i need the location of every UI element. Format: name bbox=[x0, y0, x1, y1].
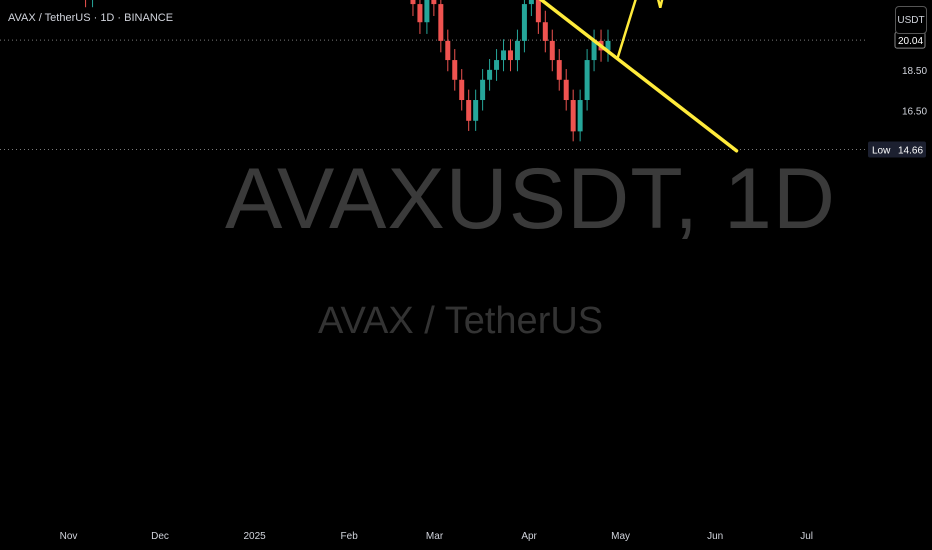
time-tick-label: Dec bbox=[151, 531, 169, 542]
candle-body bbox=[487, 69, 493, 80]
candle-body bbox=[542, 22, 548, 41]
time-tick-label: Nov bbox=[60, 531, 78, 542]
candle-body bbox=[605, 40, 611, 51]
price-tick-label: 18.50 bbox=[902, 66, 927, 77]
candle-body bbox=[410, 0, 416, 5]
low-label: Low bbox=[872, 145, 891, 156]
candle-body bbox=[528, 0, 534, 5]
candle-body bbox=[473, 100, 479, 121]
candle-body bbox=[521, 4, 527, 41]
chart-symbol-title[interactable]: AVAX / TetherUS · 1D · BINANCE bbox=[8, 12, 174, 24]
candle-body bbox=[584, 60, 590, 101]
candle-body bbox=[459, 79, 465, 101]
projection-arrow bbox=[616, 0, 664, 59]
candle-body bbox=[480, 79, 486, 101]
time-tick-label: Mar bbox=[426, 531, 444, 542]
candle-body bbox=[535, 0, 541, 23]
time-tick-label: Feb bbox=[341, 531, 359, 542]
pair-watermark: AVAX / TetherUS bbox=[318, 300, 604, 342]
candle-body bbox=[494, 60, 500, 70]
current-price-badge-bg bbox=[895, 32, 925, 49]
price-tick-label: 16.50 bbox=[902, 106, 927, 117]
time-tick-label: Apr bbox=[521, 531, 537, 542]
candle-body bbox=[445, 40, 451, 61]
candle-body bbox=[577, 100, 583, 132]
time-tick-label: May bbox=[611, 531, 630, 542]
candle-body bbox=[417, 4, 423, 23]
candle-body bbox=[431, 0, 437, 5]
time-tick-label: Jul bbox=[800, 531, 813, 542]
candle-body bbox=[556, 60, 562, 80]
candle-body bbox=[563, 79, 569, 101]
descending-trendline bbox=[538, 0, 739, 153]
currency-button[interactable]: USDT bbox=[895, 6, 927, 34]
candle-body bbox=[466, 100, 472, 121]
symbol-watermark: AVAXUSDT, 1D bbox=[225, 151, 836, 247]
candle-body bbox=[424, 0, 430, 23]
time-tick-label: 2025 bbox=[243, 531, 266, 542]
candle-body bbox=[570, 100, 576, 132]
candle-body bbox=[452, 60, 458, 80]
candle-body bbox=[501, 50, 507, 61]
candle-body bbox=[549, 40, 555, 61]
candle-body bbox=[514, 40, 520, 61]
candle-body bbox=[507, 50, 513, 61]
time-tick-label: Jun bbox=[707, 531, 723, 542]
low-value: 14.66 bbox=[898, 145, 923, 156]
low-label-bg bbox=[868, 141, 926, 158]
candle-body bbox=[438, 4, 444, 41]
current-price-badge: 20.04 bbox=[898, 36, 923, 47]
candle-body bbox=[591, 40, 597, 61]
